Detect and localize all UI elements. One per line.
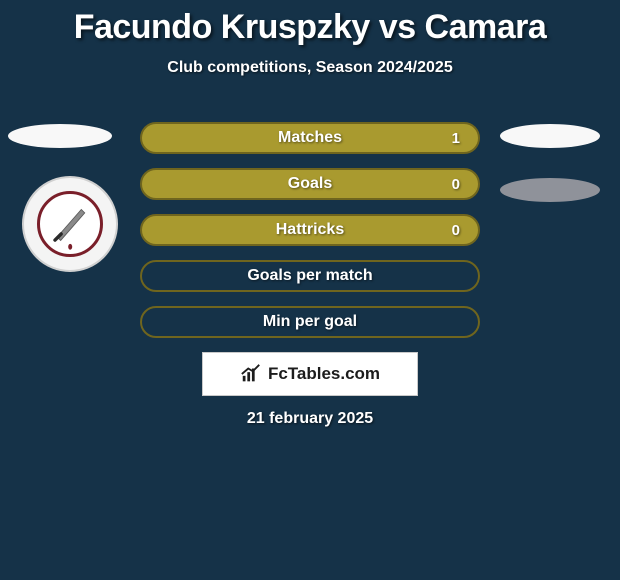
decor-ellipse-right-2 (500, 178, 600, 202)
stat-row: Min per goal (140, 306, 480, 338)
svg-text:⬮: ⬮ (68, 243, 73, 251)
stat-value: 0 (452, 176, 460, 193)
stat-row: Matches 1 (140, 122, 480, 154)
stat-value: 0 (452, 222, 460, 239)
stat-row: Hattricks 0 (140, 214, 480, 246)
chart-icon (240, 363, 262, 385)
page-title: Facundo Kruspzky vs Camara (0, 0, 620, 47)
date-stamp: 21 february 2025 (0, 410, 620, 428)
team-badge: ⬮ (22, 176, 118, 272)
stat-row: Goals per match (140, 260, 480, 292)
watermark: FcTables.com (202, 352, 418, 396)
stat-value: 1 (452, 130, 460, 147)
stat-label: Goals per match (247, 267, 372, 285)
stat-label: Min per goal (263, 313, 357, 331)
decor-ellipse-right-1 (500, 124, 600, 148)
stat-label: Goals (288, 175, 332, 193)
sword-icon: ⬮ (40, 194, 100, 254)
stats-container: Matches 1 Goals 0 Hattricks 0 Goals per match M… (140, 122, 480, 352)
subtitle: Club competitions, Season 2024/2025 (0, 59, 620, 77)
watermark-text: FcTables.com (268, 364, 380, 384)
decor-ellipse-left (8, 124, 112, 148)
stat-label: Matches (278, 129, 342, 147)
team-badge-inner: ⬮ (37, 191, 103, 257)
stat-row: Goals 0 (140, 168, 480, 200)
stat-label: Hattricks (276, 221, 344, 239)
